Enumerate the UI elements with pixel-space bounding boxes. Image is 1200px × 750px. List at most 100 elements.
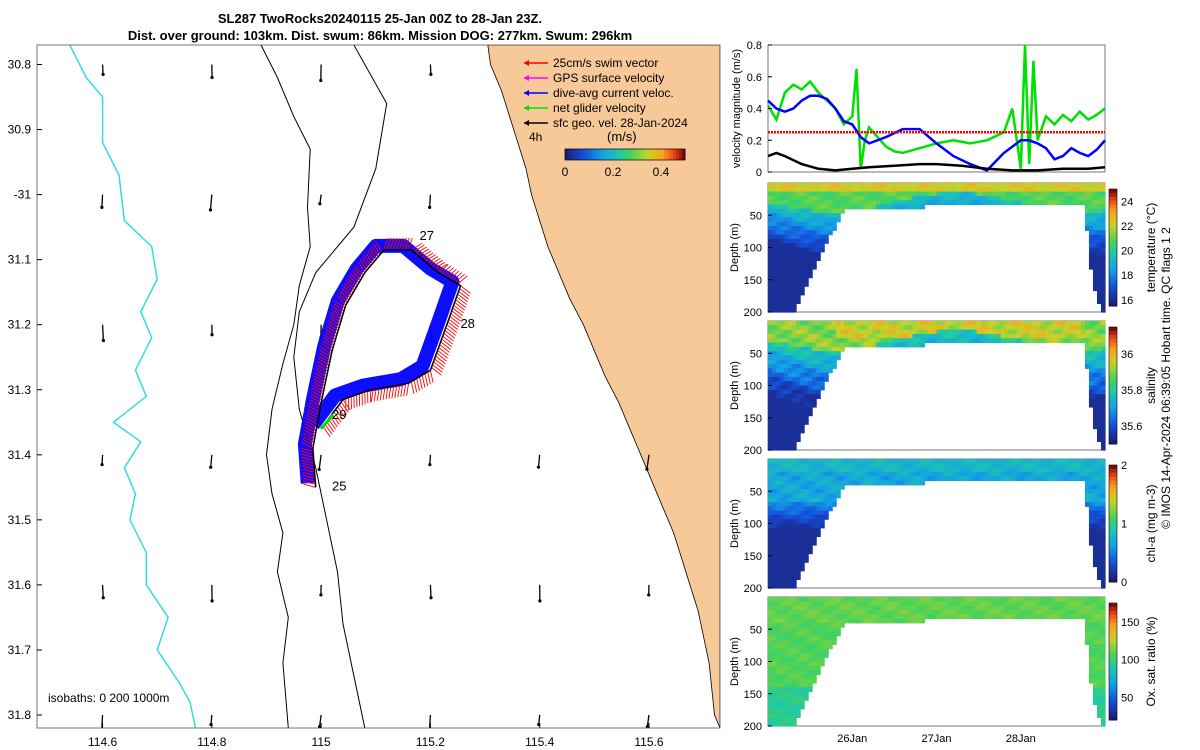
section-cell bbox=[1100, 238, 1106, 244]
section-cell bbox=[1008, 467, 1014, 473]
section-cell bbox=[816, 187, 821, 193]
section-cell bbox=[808, 627, 813, 632]
section-cell bbox=[1100, 618, 1106, 624]
section-cell bbox=[836, 471, 841, 477]
section-cell bbox=[824, 480, 829, 486]
section-cell bbox=[792, 281, 797, 287]
section-cell bbox=[1084, 226, 1090, 231]
swim-vector bbox=[301, 462, 315, 467]
section-cell bbox=[804, 269, 809, 274]
section-cell bbox=[864, 195, 869, 201]
section-cell bbox=[892, 191, 897, 197]
section-cell bbox=[1024, 609, 1030, 615]
section-cell bbox=[788, 721, 793, 727]
map-y-tick-label: 31.4 bbox=[8, 448, 32, 462]
section-cell bbox=[992, 471, 998, 477]
section-cell bbox=[820, 226, 825, 231]
section-cell bbox=[1092, 226, 1098, 231]
section-cell bbox=[776, 674, 781, 680]
section-colorbar-tick: 35.6 bbox=[1121, 421, 1142, 433]
section-cell bbox=[940, 471, 946, 477]
section-cell bbox=[988, 338, 994, 344]
section-colorbar-segment bbox=[1109, 677, 1117, 682]
section-cell bbox=[996, 614, 1002, 620]
section-cell bbox=[1060, 321, 1066, 326]
map-colorbar-segment bbox=[595, 149, 599, 160]
section-cell bbox=[772, 695, 777, 701]
section-cell bbox=[1000, 614, 1006, 620]
sfc-velocity-arrow bbox=[210, 714, 213, 725]
section-cell bbox=[800, 204, 805, 210]
section-cell bbox=[792, 346, 797, 352]
section-cell bbox=[1096, 381, 1102, 387]
section-x-tick-label: 26Jan bbox=[837, 733, 867, 745]
section-cell bbox=[1088, 523, 1094, 529]
section-cell bbox=[804, 372, 809, 378]
section-cell bbox=[836, 627, 841, 632]
section-cell bbox=[1088, 670, 1094, 675]
section-cell bbox=[1096, 277, 1102, 283]
section-cell bbox=[828, 618, 833, 624]
section-cell bbox=[780, 523, 785, 529]
section-y-tick-label: 200 bbox=[744, 583, 762, 595]
section-cell bbox=[1088, 221, 1094, 227]
section-cell bbox=[788, 665, 793, 671]
section-cell bbox=[1088, 644, 1094, 650]
section-cell bbox=[800, 549, 805, 555]
section-cell bbox=[820, 195, 825, 201]
section-cell bbox=[776, 411, 781, 417]
sfc-velocity-arrowhead bbox=[645, 725, 649, 728]
section-cell bbox=[1044, 187, 1050, 193]
section-cell bbox=[772, 506, 777, 512]
section-cell bbox=[832, 609, 837, 615]
section-cell bbox=[780, 545, 785, 550]
section-cell bbox=[992, 463, 998, 469]
section-cell bbox=[836, 480, 841, 486]
section-cell bbox=[940, 333, 946, 339]
section-cell bbox=[944, 187, 950, 193]
section-cell bbox=[888, 614, 893, 620]
section-cell bbox=[904, 200, 910, 206]
section-cell bbox=[788, 351, 793, 356]
section-cell bbox=[976, 329, 982, 335]
section-cell bbox=[1032, 338, 1038, 344]
section-colorbar-segment bbox=[1109, 531, 1117, 536]
section-cell bbox=[768, 562, 773, 568]
section-cell bbox=[804, 536, 809, 542]
section-cell bbox=[1096, 187, 1102, 193]
section-cell bbox=[924, 471, 930, 477]
map-x-tick-label: 115.2 bbox=[416, 735, 445, 749]
section-cell bbox=[772, 687, 777, 693]
section-cell bbox=[792, 514, 797, 520]
sfc-velocity-arrowhead bbox=[101, 596, 105, 600]
section-cell bbox=[852, 342, 857, 348]
section-cell bbox=[808, 489, 813, 494]
section-cell bbox=[848, 200, 853, 206]
section-cell bbox=[832, 480, 837, 486]
section-cell bbox=[784, 605, 789, 611]
section-cell bbox=[812, 502, 817, 507]
section-colorbar-segment bbox=[1109, 231, 1117, 237]
section-cell bbox=[776, 183, 781, 188]
section-cell bbox=[768, 605, 773, 611]
section-cell bbox=[908, 605, 914, 611]
section-cell bbox=[904, 601, 910, 607]
section-cell bbox=[1008, 338, 1014, 344]
section-cell bbox=[800, 704, 805, 710]
section-cell bbox=[812, 540, 817, 546]
section-cell bbox=[1088, 489, 1094, 494]
section-cell bbox=[776, 614, 781, 620]
section-cell bbox=[1096, 299, 1102, 304]
section-cell bbox=[768, 445, 773, 451]
section-cell bbox=[848, 601, 853, 607]
section-cell bbox=[1088, 372, 1094, 378]
section-colorbar-segment bbox=[1109, 554, 1117, 560]
section-cell bbox=[804, 407, 809, 412]
section-cell bbox=[1068, 459, 1074, 464]
section-cell bbox=[788, 467, 793, 473]
section-cell bbox=[840, 476, 845, 482]
section-cell bbox=[1040, 476, 1046, 482]
section-cell bbox=[1084, 187, 1090, 193]
section-cell bbox=[796, 575, 801, 580]
section-cell bbox=[776, 721, 781, 727]
